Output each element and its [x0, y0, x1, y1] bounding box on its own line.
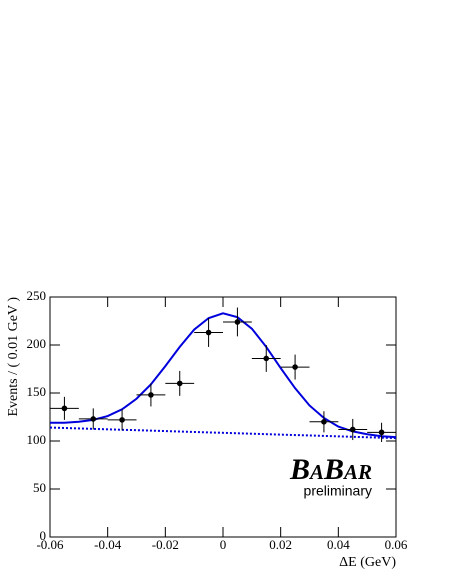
- y-tick-label: 50: [33, 480, 46, 495]
- data-point: [349, 426, 356, 433]
- data-point: [148, 392, 154, 398]
- y-tick-label: 150: [27, 384, 47, 399]
- x-tick-label: 0.06: [385, 537, 408, 552]
- x-axis-title: ΔE (GeV): [339, 555, 396, 570]
- background-line: [49, 426, 397, 440]
- y-tick-label: 0: [40, 528, 47, 543]
- data-point: [378, 429, 385, 436]
- x-tick-label: -0.02: [152, 537, 179, 552]
- x-tick-label: -0.04: [94, 537, 122, 552]
- logo: BaBar: [289, 453, 372, 486]
- data-point: [263, 355, 270, 362]
- x-tick-label: 0.04: [327, 537, 350, 552]
- data-point: [119, 417, 125, 423]
- data-point: [90, 416, 97, 422]
- data-point: [205, 329, 212, 336]
- data-point: [321, 419, 327, 425]
- y-tick-label: 100: [27, 432, 47, 447]
- data-point: [234, 319, 241, 325]
- data-point: [61, 405, 68, 412]
- logo-note: preliminary: [304, 483, 372, 499]
- x-tick-label: 0.02: [269, 537, 292, 552]
- y-tick-label: 200: [27, 336, 47, 351]
- x-tick-label: 0: [220, 537, 227, 552]
- y-axis-title: Events / ( 0.01 GeV ): [6, 297, 21, 417]
- fit-curve: [50, 312, 397, 439]
- y-tick-label: 250: [27, 288, 47, 303]
- data-point: [292, 364, 298, 370]
- x-tick-label: -0.06: [36, 537, 64, 552]
- data-point: [176, 380, 183, 387]
